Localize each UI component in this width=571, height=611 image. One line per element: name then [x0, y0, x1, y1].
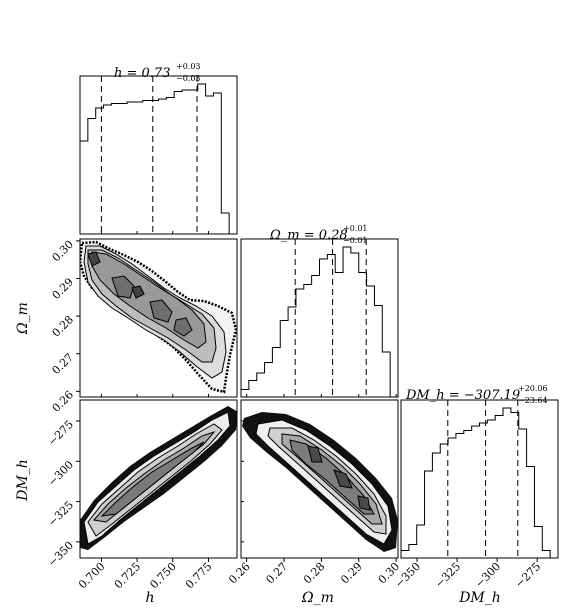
title-h: h = 0.73: [114, 66, 170, 81]
histogram-omega: [240, 246, 398, 398]
panel-h-dm: [79, 399, 238, 559]
tick-label: −275: [46, 418, 77, 449]
tick-label: 0.26: [226, 560, 253, 587]
tick-label: −325: [433, 560, 464, 591]
title-omega-plus: +0.01: [343, 224, 368, 233]
panel-frame: [400, 399, 559, 559]
title-dm: DM_h = −307.19: [405, 388, 520, 403]
panel-frame: [79, 238, 238, 398]
tick-label: 0.725: [112, 560, 143, 591]
ylabel-omega: Ω_m: [15, 302, 31, 335]
tick-label: 0.29: [338, 560, 365, 587]
panel-omega-dm: [240, 399, 399, 559]
panel-frame: [240, 238, 399, 398]
tick-label: 0.26: [50, 388, 77, 415]
xlabel-h: h: [145, 590, 154, 606]
tick-label: 0.28: [50, 313, 77, 340]
xlabel-omega: Ω_m: [301, 590, 334, 606]
histogram-dm: [400, 407, 558, 559]
title-dm-minus: −23.64: [518, 396, 548, 405]
density-h-omega: [80, 240, 237, 394]
histogram-h: [79, 83, 237, 235]
title-omega: Ω_m = 0.28: [269, 228, 348, 243]
tick-label: −300: [46, 458, 77, 489]
tick-label: 0.28: [301, 560, 328, 587]
tick-label: 0.750: [147, 560, 178, 591]
ylabel-dm: DM_h: [15, 459, 31, 502]
tick-label: −325: [46, 499, 77, 530]
tick-label: 0.30: [50, 238, 77, 265]
density-omega-dm: [242, 412, 398, 552]
panel-h-omega: [79, 238, 238, 398]
tick-label: 0.27: [50, 351, 77, 378]
density-h-dm: [80, 406, 237, 550]
tick-label: 0.27: [264, 560, 291, 587]
panel-h-histogram: h = 0.73 +0.03 −0.03: [79, 62, 238, 235]
title-dm-plus: +20.06: [518, 384, 548, 393]
tick-label: 0.700: [76, 560, 107, 591]
tick-label: 0.29: [50, 275, 77, 302]
tick-label: −275: [513, 560, 544, 591]
panel-omega-histogram: Ω_m = 0.28 +0.01 −0.01: [240, 224, 399, 398]
title-h-plus: +0.03: [176, 62, 201, 71]
title-omega-minus: −0.01: [343, 236, 368, 245]
title-h-minus: −0.03: [176, 74, 201, 83]
xlabel-dm: DM_h: [458, 590, 501, 606]
tick-label: 0.775: [183, 560, 214, 591]
tick-label: −350: [46, 539, 77, 570]
panel-dm-histogram: DM_h = −307.19 +20.06 −23.64: [400, 384, 559, 559]
tick-label: −300: [473, 560, 504, 591]
panel-frame: [240, 399, 399, 559]
panel-frame: [79, 399, 238, 559]
